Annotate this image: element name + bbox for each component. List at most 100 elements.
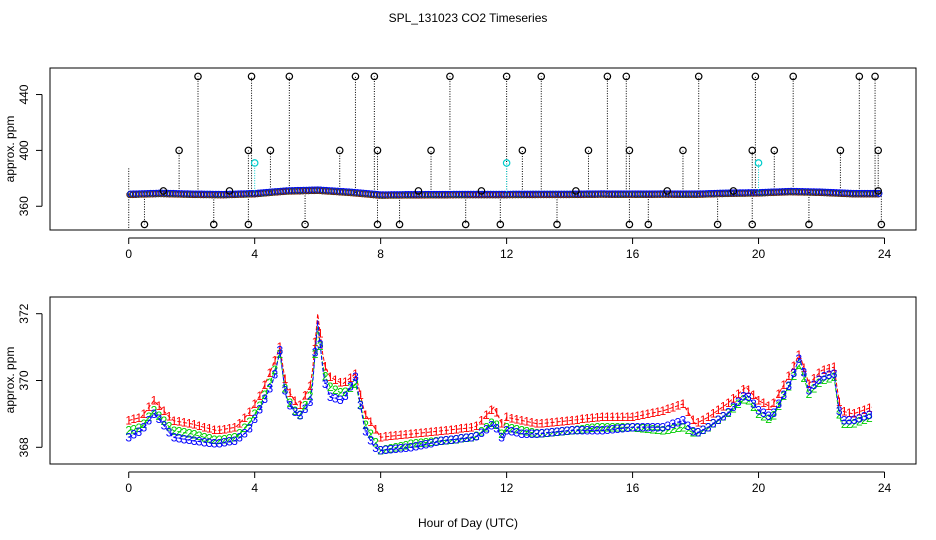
series-mark-2: 2 (382, 443, 389, 457)
series-mark-3: 3 (347, 380, 354, 394)
spike-point (603, 72, 612, 81)
series-mark-1: 1 (226, 421, 233, 435)
series-mark-3: 3 (785, 379, 792, 393)
series-mark-1: 1 (705, 410, 712, 424)
series-mark-3: 3 (518, 427, 525, 441)
series-mark-2: 2 (256, 399, 263, 413)
series-mark-3: 3 (856, 411, 863, 425)
series-mark-2: 2 (614, 420, 621, 434)
series-mark-2: 2 (730, 401, 737, 415)
series-mark-3: 3 (574, 424, 581, 438)
series-mark-1: 1 (478, 414, 485, 428)
series-mark-3: 3 (806, 384, 813, 398)
series-mark-2: 2 (337, 386, 344, 400)
series-mark-3: 3 (866, 408, 873, 422)
series-mark-3: 3 (261, 392, 268, 406)
spike-point (285, 72, 294, 81)
series-mark-1: 1 (443, 423, 450, 437)
series-mark-2: 2 (811, 382, 818, 396)
series-mark-2: 2 (579, 422, 586, 436)
series-mark-1: 1 (408, 427, 415, 441)
series-mark-3: 3 (700, 423, 707, 437)
series-mark-2: 2 (241, 421, 248, 435)
series-mark-3: 3 (186, 433, 193, 447)
mid-point (477, 187, 486, 195)
series-mark-1: 1 (675, 399, 682, 413)
series-mark-1: 1 (634, 409, 641, 423)
series-mark-1: 1 (387, 429, 394, 443)
spike-point (805, 220, 813, 229)
series-mark-3: 3 (146, 414, 153, 428)
series-mark-3: 3 (720, 410, 727, 424)
series-mark-3: 3 (665, 419, 672, 433)
series-mark-1: 1 (700, 413, 707, 427)
series-mark-2: 2 (780, 389, 787, 403)
series-mark-1: 1 (151, 394, 158, 408)
series-mark-3: 3 (528, 427, 535, 441)
series-mark-1: 1 (584, 412, 591, 426)
series-mark-3: 3 (448, 433, 455, 447)
series-mark-1: 1 (599, 410, 606, 424)
series-mark-1: 1 (453, 422, 460, 436)
series-mark-3: 3 (408, 440, 415, 454)
series-mark-3: 3 (539, 427, 546, 441)
series-mark-1: 1 (302, 389, 309, 403)
spike-point (446, 72, 454, 81)
series-mark-3: 3 (549, 425, 556, 439)
series-mark-3: 3 (670, 417, 677, 431)
series-mark-2: 2 (790, 369, 797, 383)
series-mark-2: 2 (261, 388, 268, 402)
series-mark-2: 2 (483, 420, 490, 434)
series-mark-2: 2 (246, 415, 253, 429)
x-axis-label: Hour of Day (UTC) (418, 516, 518, 530)
series-mark-3: 3 (634, 420, 641, 434)
series-mark-2: 2 (866, 411, 873, 425)
series-mark-3: 3 (680, 414, 687, 428)
series-mark-2: 2 (418, 436, 425, 450)
spike-point (370, 72, 379, 81)
series-mark-1: 1 (710, 407, 717, 421)
series-mark-2: 2 (327, 380, 334, 394)
series-mark-2: 2 (594, 421, 601, 435)
series-mark-1: 1 (604, 410, 611, 424)
series-mark-2: 2 (806, 387, 813, 401)
series-mark-1: 1 (352, 367, 359, 381)
series-mark-2: 2 (690, 426, 697, 440)
series-mark-3: 3 (403, 441, 410, 455)
series-mark-3: 3 (483, 422, 490, 436)
mid-point (414, 187, 423, 195)
series-mark-1: 1 (246, 405, 253, 419)
series-mark-1: 1 (256, 389, 263, 403)
series-mark-3: 3 (554, 425, 561, 439)
series-mark-1: 1 (846, 406, 853, 420)
series-mark-1: 1 (685, 405, 692, 419)
series-mark-2: 2 (796, 358, 803, 372)
series-mark-1: 1 (523, 415, 530, 429)
series-mark-2: 2 (584, 422, 591, 436)
series-mark-3: 3 (216, 437, 223, 451)
spike-point (625, 220, 634, 229)
series-mark-3: 3 (256, 403, 263, 417)
series-mark-1: 1 (856, 405, 863, 419)
series-mark-1: 1 (720, 400, 727, 414)
series-mark-2: 2 (125, 424, 132, 438)
series-mark-2: 2 (433, 434, 440, 448)
series-mark-2: 2 (856, 415, 863, 429)
series-mark-3: 3 (498, 430, 505, 444)
series-mark-2: 2 (458, 432, 465, 446)
series-mark-3: 3 (589, 424, 596, 438)
series-mark-3: 3 (831, 367, 838, 381)
series-mark-1: 1 (125, 414, 132, 428)
series-mark-2: 2 (745, 394, 752, 408)
series-mark-2: 2 (231, 431, 238, 445)
series-mark-2: 2 (760, 410, 767, 424)
series-mark-2: 2 (574, 423, 581, 437)
series-mark-1: 1 (735, 387, 742, 401)
series-mark-3: 3 (780, 388, 787, 402)
bottom-y-tick-label: 368 (17, 437, 31, 457)
series-mark-3: 3 (463, 431, 470, 445)
series-mark-1: 1 (201, 420, 208, 434)
spike-point (622, 72, 631, 81)
series-mark-3: 3 (675, 415, 682, 429)
series-mark-2: 2 (347, 381, 354, 395)
